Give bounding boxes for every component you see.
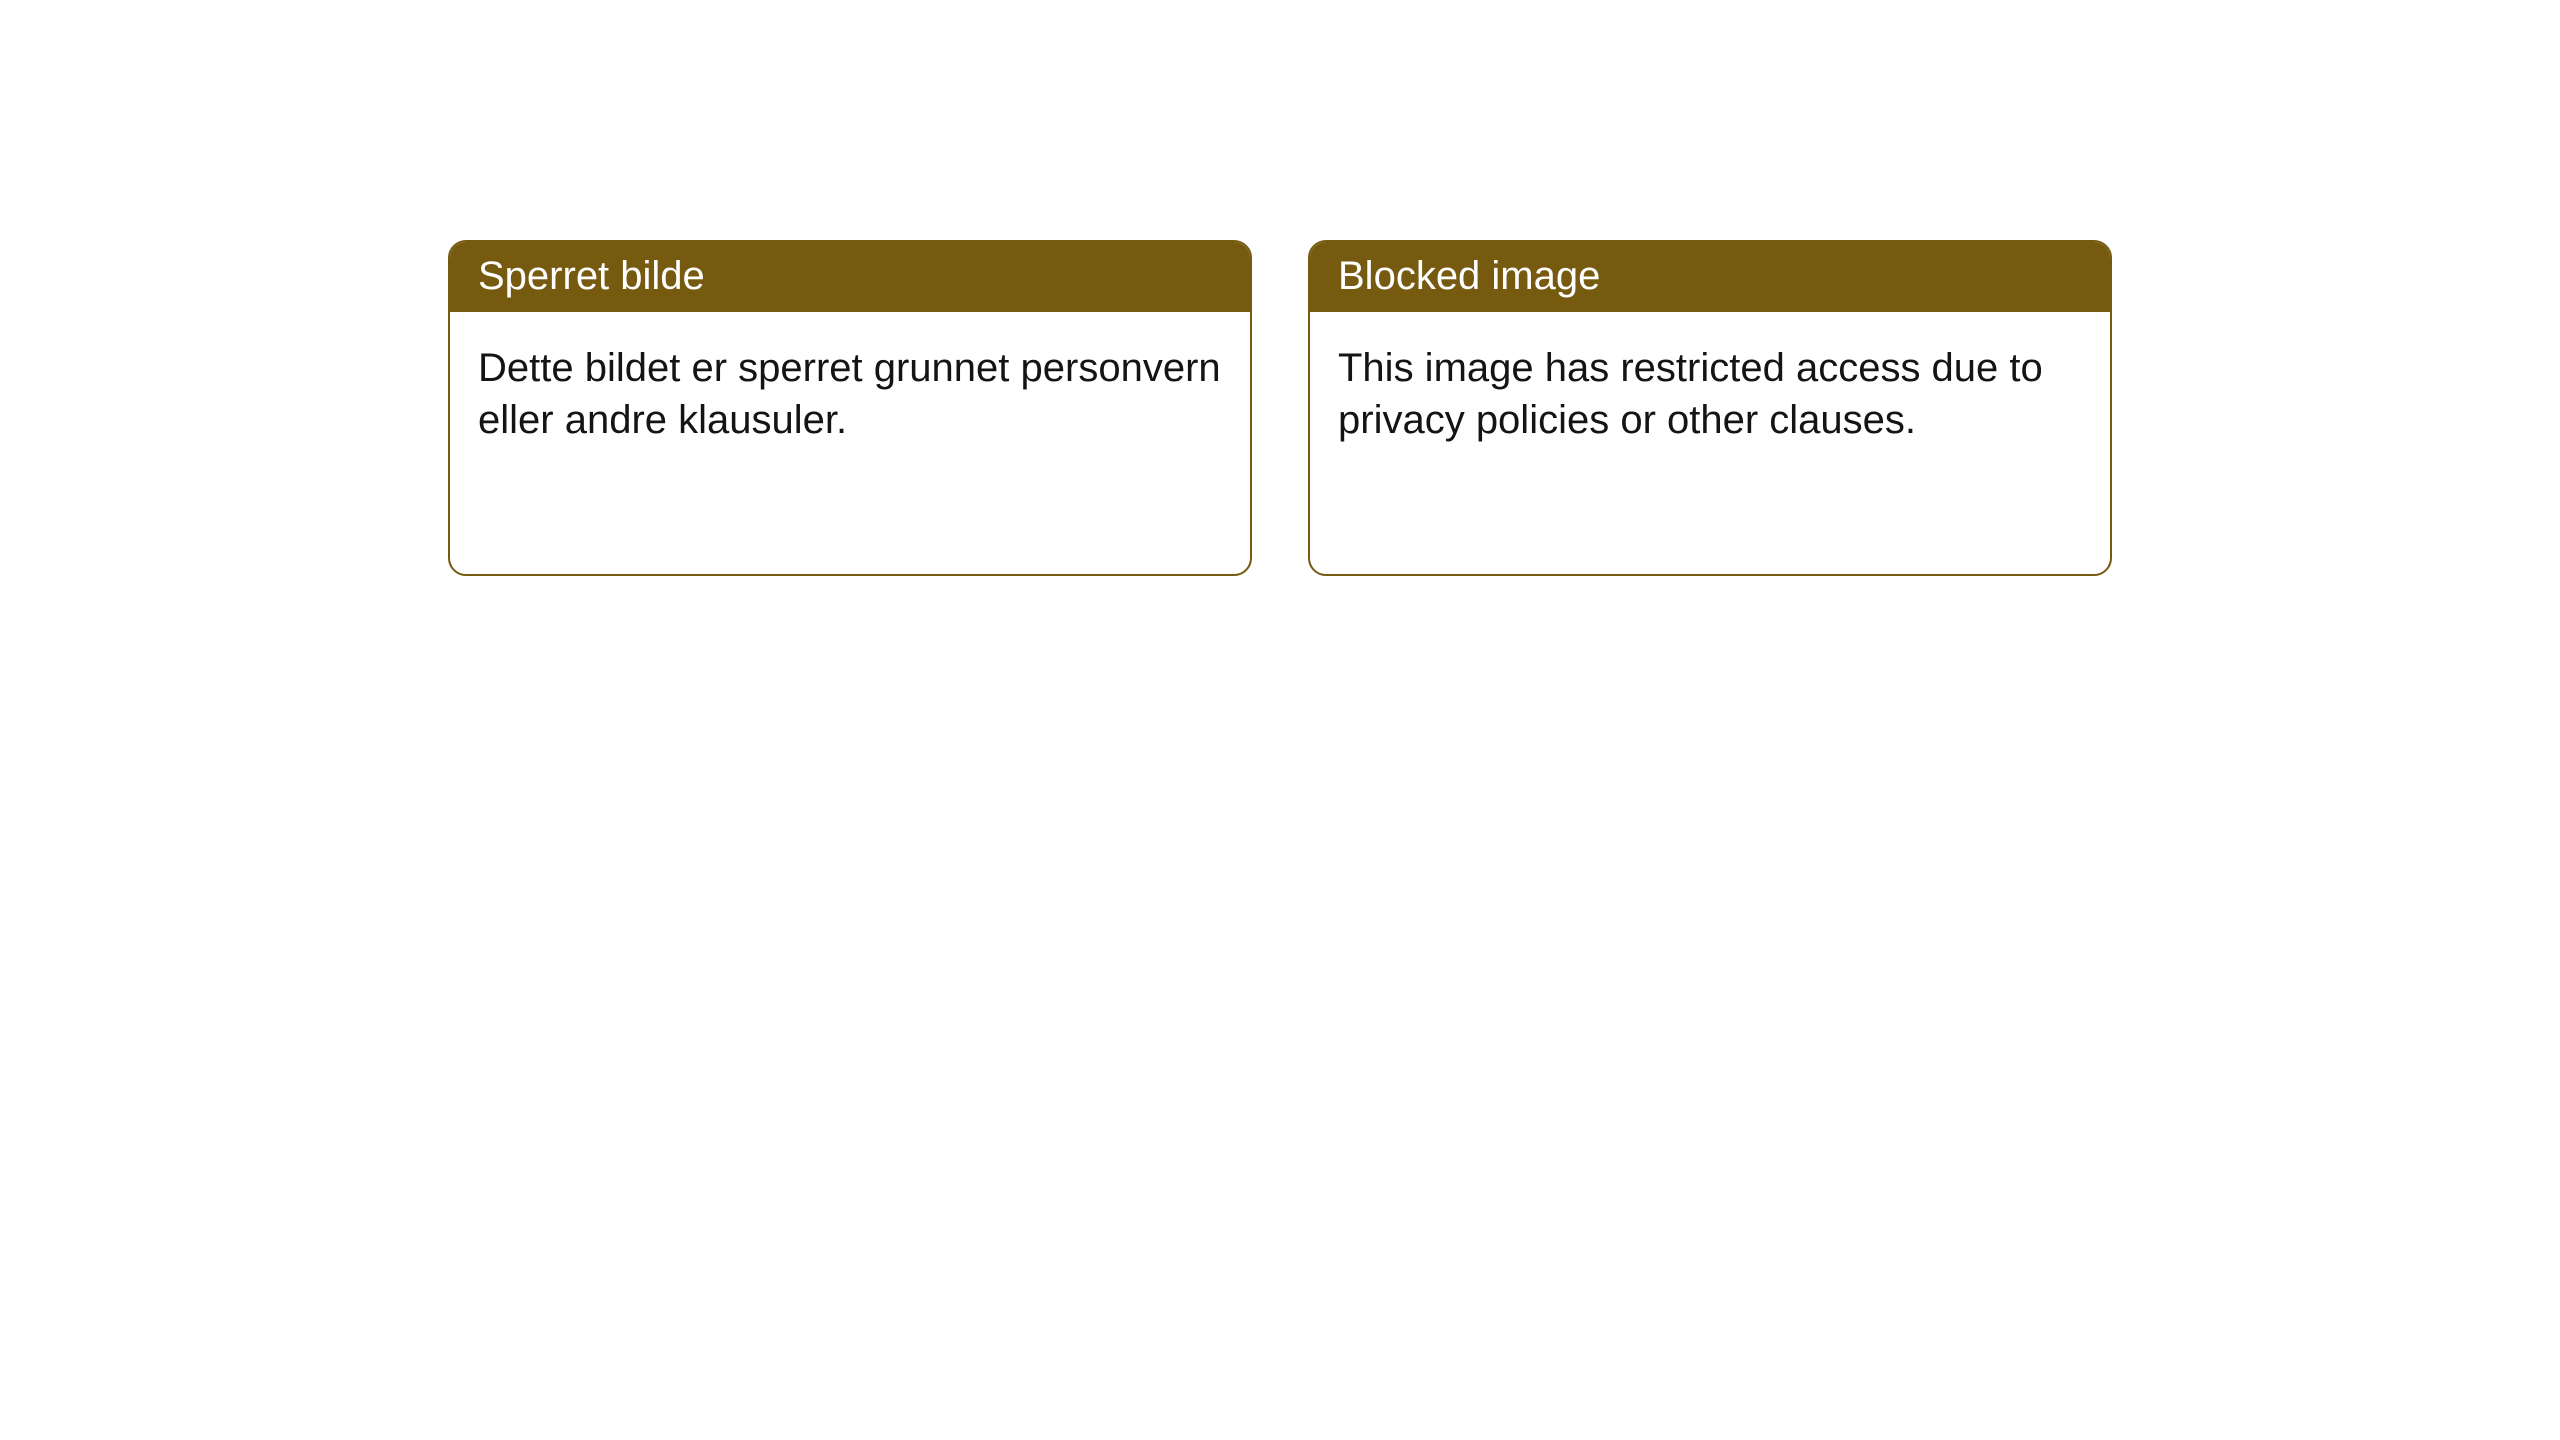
notice-container: Sperret bilde Dette bildet er sperret gr… [0, 0, 2560, 576]
notice-header: Sperret bilde [450, 242, 1250, 312]
notice-header: Blocked image [1310, 242, 2110, 312]
notice-body: Dette bildet er sperret grunnet personve… [450, 312, 1250, 474]
notice-body: This image has restricted access due to … [1310, 312, 2110, 474]
notice-card-english: Blocked image This image has restricted … [1308, 240, 2112, 576]
notice-card-norwegian: Sperret bilde Dette bildet er sperret gr… [448, 240, 1252, 576]
